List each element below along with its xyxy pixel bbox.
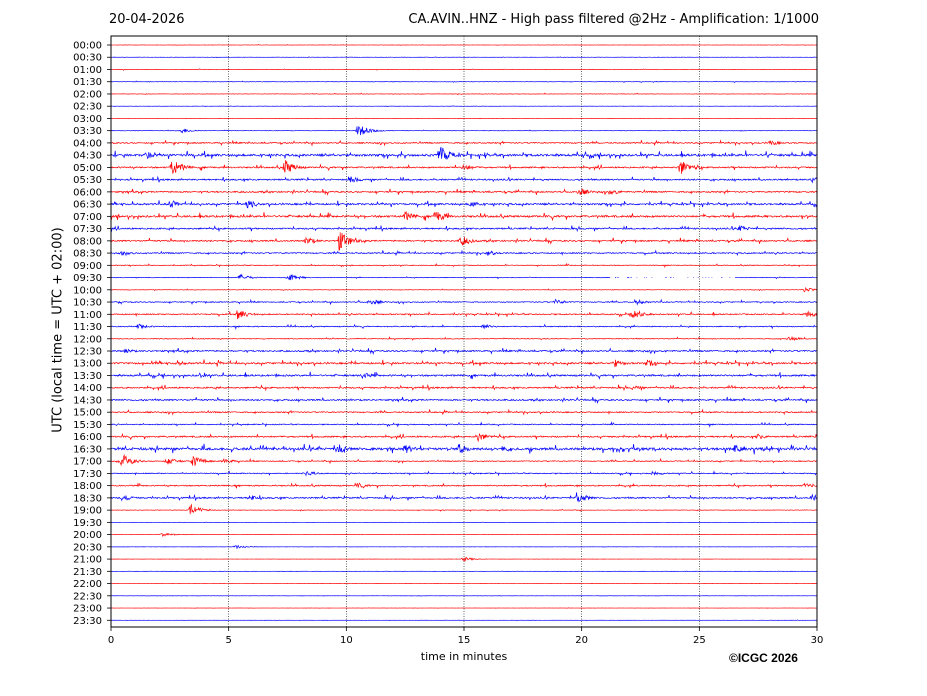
chart-title: CA.AVIN..HNZ - High pass filtered @2Hz -…: [408, 12, 819, 27]
y-tick-label: 21:30: [73, 567, 102, 578]
y-tick-label: 12:00: [73, 334, 102, 345]
y-tick-label: 15:30: [73, 420, 102, 431]
trace-1500: [110, 408, 817, 416]
y-axis-label: UTC (local time = UTC + 02:00): [50, 227, 66, 433]
x-axis-label: time in minutes: [420, 650, 508, 663]
y-tick-label: 12:30: [73, 347, 102, 358]
trace-1730: [110, 470, 817, 477]
trace-0330: [111, 125, 817, 136]
trace-1330: [110, 371, 817, 380]
trace-1600: [110, 432, 817, 443]
trace-0030: [110, 56, 817, 59]
trace-1000: [110, 286, 817, 293]
y-tick-label: 07:30: [73, 224, 102, 235]
y-tick-label: 01:30: [73, 77, 102, 88]
x-tick-label: 25: [693, 635, 706, 646]
y-tick-label: 10:30: [73, 298, 102, 309]
y-tick-label: 16:00: [73, 432, 102, 443]
y-tick-label: 06:30: [73, 200, 102, 211]
plot-frame: [110, 35, 818, 628]
y-tick-label: 21:00: [73, 555, 102, 566]
y-tick-label: 19:00: [73, 506, 102, 517]
y-tick-label: 20:30: [73, 542, 102, 553]
y-tick-label: 19:30: [73, 518, 102, 529]
y-tick-label: 11:30: [73, 322, 102, 333]
y-tick-label: 04:30: [73, 151, 102, 162]
grid-lines: [228, 36, 700, 627]
trace-0900: [110, 262, 817, 268]
trace-1530: [110, 421, 817, 428]
date-label: 20-04-2026: [109, 12, 185, 27]
y-tick-label: 03:00: [73, 114, 102, 125]
y-tick-label: 13:30: [73, 371, 102, 382]
y-tick-label: 04:00: [73, 138, 102, 149]
x-tick-label: 20: [575, 635, 588, 646]
trace-1430: [110, 396, 817, 405]
y-tick-label: 13:00: [73, 359, 102, 370]
y-tick-label: 02:00: [73, 89, 102, 100]
trace-0000: [110, 44, 817, 46]
y-tick-label: 02:30: [73, 102, 102, 113]
trace-0730: [110, 224, 817, 233]
trace-1800: [110, 482, 817, 489]
trace-1900: [110, 503, 817, 515]
y-tick-label: 06:00: [73, 187, 102, 198]
y-tick-label: 23:30: [73, 616, 102, 627]
trace-0100: [110, 68, 817, 71]
y-tick-label: 10:00: [73, 285, 102, 296]
x-tick-label: 15: [458, 635, 471, 646]
x-tick-label: 30: [811, 635, 824, 646]
trace-2230: [110, 595, 817, 597]
y-tick-label: 09:30: [73, 273, 102, 284]
trace-0300: [110, 117, 817, 120]
y-tick-label: 22:30: [73, 591, 102, 602]
trace-1300: [110, 359, 817, 368]
copyright-label: ©ICGC 2026: [729, 651, 798, 665]
trace-2300: [110, 607, 817, 609]
y-tick-label: 14:00: [73, 383, 102, 394]
y-tick-label: 14:30: [73, 395, 102, 406]
trace-1930: [110, 521, 817, 524]
y-tick-label: 05:00: [73, 163, 102, 174]
x-tick-label: 10: [340, 635, 353, 646]
y-tick-label: 01:00: [73, 65, 102, 76]
y-tick-label: 17:00: [73, 457, 102, 468]
y-tick-label: 00:00: [73, 41, 102, 52]
trace-0400: [110, 139, 817, 147]
y-tick-label: 08:30: [73, 249, 102, 260]
x-tick-label: 0: [108, 635, 114, 646]
y-tick-label: 16:30: [73, 444, 102, 455]
y-tick-label: 08:00: [73, 236, 102, 247]
y-tick-label: 09:00: [73, 261, 102, 272]
y-tick-label: 22:00: [73, 579, 102, 590]
x-tick-label: 5: [225, 635, 231, 646]
y-tick-label: 00:30: [73, 53, 102, 64]
trace-0830: [110, 249, 817, 257]
y-tick-label: 23:00: [73, 604, 102, 615]
trace-1400: [110, 383, 817, 392]
y-tick-label: 11:00: [73, 310, 102, 321]
trace-2330: [110, 619, 817, 621]
y-tick-label: 05:30: [73, 175, 102, 186]
trace-2000: [110, 532, 817, 537]
y-tick-label: 07:00: [73, 212, 102, 223]
y-tick-label: 18:30: [73, 493, 102, 504]
y-tick-label: 20:00: [73, 530, 102, 541]
y-tick-label: 18:00: [73, 481, 102, 492]
trace-0930: [110, 273, 817, 281]
y-tick-label: 15:00: [73, 408, 102, 419]
y-tick-label: 17:30: [73, 469, 102, 480]
y-tick-label: 03:30: [73, 126, 102, 137]
trace-0500: [110, 160, 817, 174]
